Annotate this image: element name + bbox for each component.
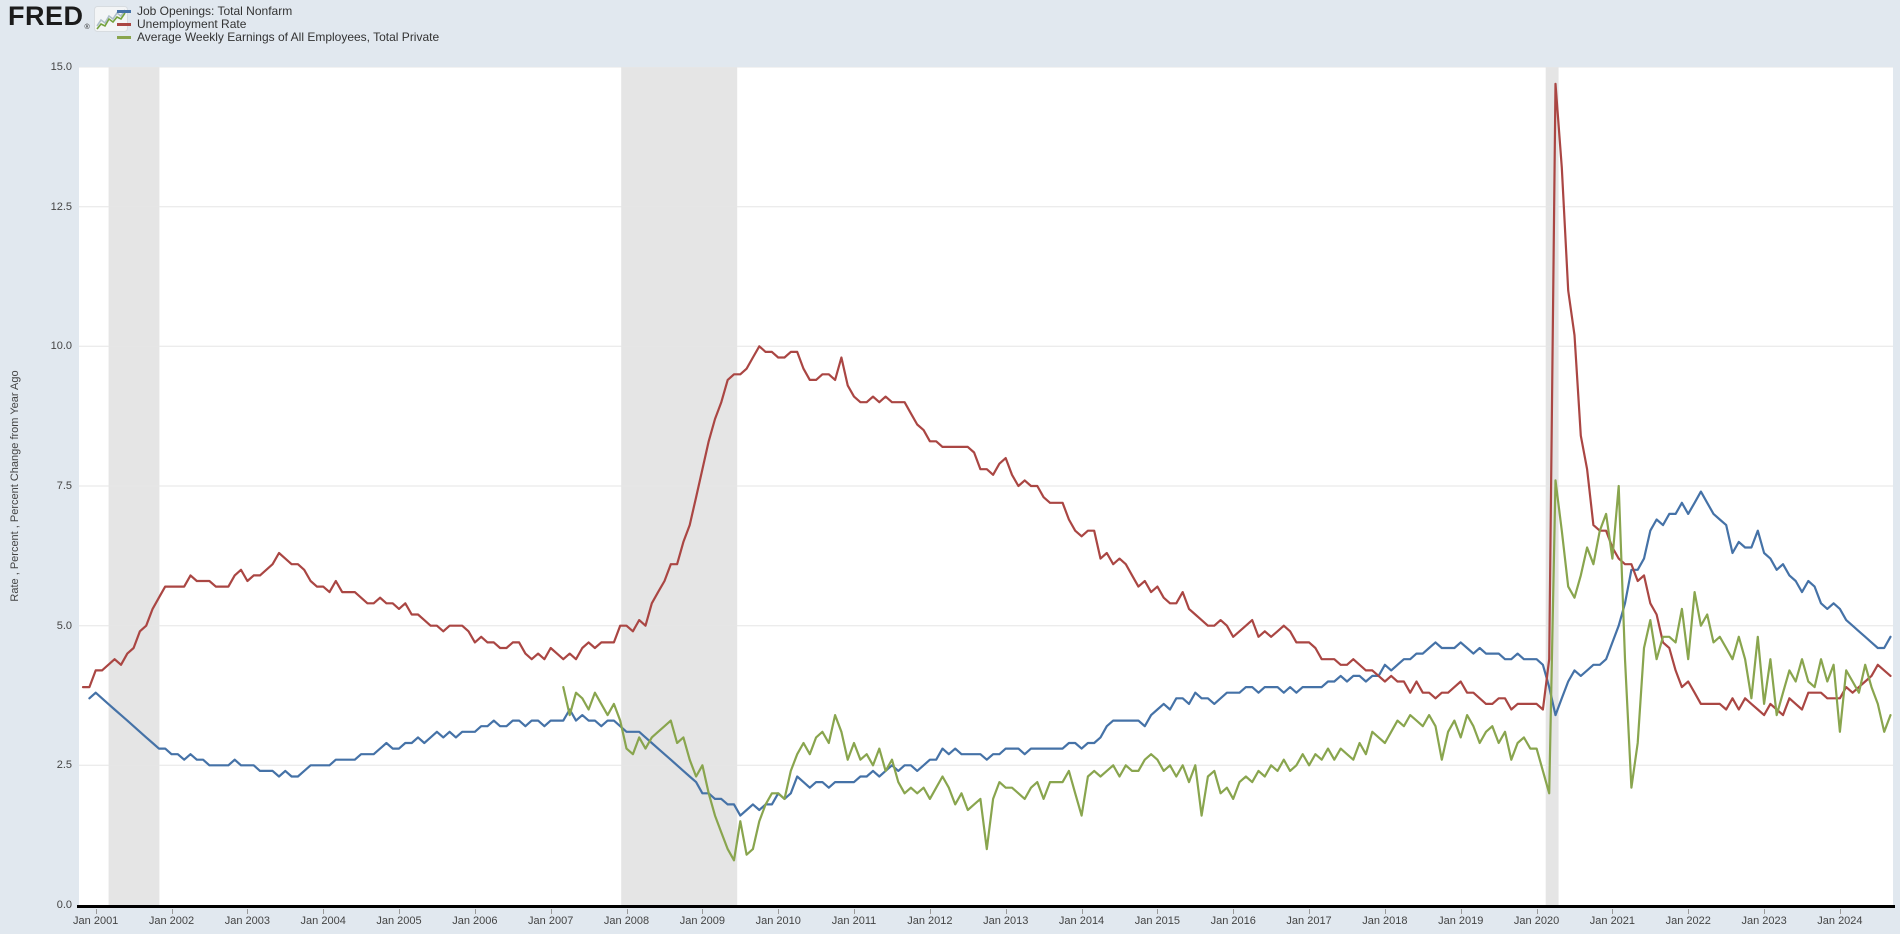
x-tick-label: Jan 2003 <box>224 915 270 927</box>
x-tick-mark <box>247 909 249 914</box>
x-tick-label: Jan 2017 <box>1286 915 1332 927</box>
x-tick-mark <box>1460 909 1462 914</box>
x-tick-mark <box>1764 909 1766 914</box>
x-tick-label: Jan 2020 <box>1513 915 1560 927</box>
x-tick-label: Jan 2016 <box>1210 915 1256 927</box>
fred-logo-text: FRED <box>8 1 84 31</box>
x-tick-mark <box>1081 909 1083 914</box>
x-tick-mark <box>702 909 704 914</box>
legend-dash-icon <box>117 36 131 39</box>
x-tick-mark <box>550 909 552 914</box>
legend: Job Openings: Total Nonfarm Unemployment … <box>117 5 439 44</box>
x-tick-label: Jan 2018 <box>1362 915 1408 927</box>
fred-logo[interactable]: FRED ® <box>8 3 128 32</box>
x-tick-label: Jan 2005 <box>376 915 422 927</box>
plot-area <box>79 67 1893 905</box>
x-tick-label: Jan 2021 <box>1589 915 1636 927</box>
x-tick-label: Jan 2007 <box>528 915 574 927</box>
series-line-2[interactable] <box>562 479 1892 862</box>
legend-label: Job Openings: Total Nonfarm <box>137 4 293 18</box>
legend-item-1[interactable]: Unemployment Rate <box>117 18 439 31</box>
x-tick-mark <box>1309 909 1311 914</box>
x-tick-label: Jan 2004 <box>300 915 346 927</box>
y-tick-label: 0.0 <box>56 899 72 911</box>
x-tick-mark <box>474 909 476 914</box>
x-tick-label: Jan 2010 <box>755 915 801 927</box>
legend-label: Average Weekly Earnings of All Employees… <box>137 30 440 44</box>
series-line-0[interactable] <box>88 490 1892 817</box>
x-tick-mark <box>1839 909 1841 914</box>
x-tick-mark <box>1005 909 1007 914</box>
chart-canvas[interactable] <box>79 67 1893 905</box>
y-axis-title: Rate , Percent , Percent Change from Yea… <box>9 370 21 602</box>
x-tick-mark <box>171 909 173 914</box>
y-tick-label: 12.5 <box>50 200 72 213</box>
x-tick-label: Jan 2015 <box>1134 915 1181 927</box>
x-tick-label: Jan 2024 <box>1817 915 1863 927</box>
x-tick-mark <box>1612 909 1614 914</box>
x-tick-mark <box>929 909 931 914</box>
x-tick-label: Jan 2001 <box>73 915 119 927</box>
legend-dash-icon <box>117 10 131 13</box>
x-tick-mark <box>399 909 401 914</box>
x-tick-label: Jan 2023 <box>1741 915 1787 927</box>
legend-item-2[interactable]: Average Weekly Earnings of All Employees… <box>117 31 439 44</box>
x-tick-label: Jan 2013 <box>983 915 1029 927</box>
legend-item-0[interactable]: Job Openings: Total Nonfarm <box>117 5 439 18</box>
x-tick-label: Jan 2014 <box>1058 915 1105 927</box>
x-tick-label: Jan 2012 <box>907 915 953 927</box>
x-tick-label: Jan 2011 <box>831 915 877 927</box>
x-tick-mark <box>1688 909 1690 914</box>
x-tick-label: Jan 2022 <box>1665 915 1711 927</box>
x-tick-label: Jan 2009 <box>679 915 725 927</box>
y-tick-label: 5.0 <box>56 619 72 632</box>
x-tick-mark <box>854 909 856 914</box>
x-tick-mark <box>95 909 97 914</box>
x-tick-label: Jan 2019 <box>1438 915 1484 927</box>
x-tick-label: Jan 2006 <box>452 915 498 927</box>
x-axis-line <box>77 905 1895 908</box>
legend-dash-icon <box>117 23 131 26</box>
registered-mark: ® <box>84 24 90 31</box>
x-tick-label: Jan 2008 <box>603 915 650 927</box>
x-tick-mark <box>1536 909 1538 914</box>
x-tick-mark <box>1384 909 1386 914</box>
y-tick-label: 2.5 <box>56 759 72 772</box>
y-tick-label: 15.0 <box>50 61 72 73</box>
x-tick-mark <box>1233 909 1235 914</box>
x-tick-mark <box>323 909 325 914</box>
x-tick-mark <box>778 909 780 914</box>
y-tick-label: 7.5 <box>56 480 72 492</box>
x-tick-mark <box>1157 909 1159 914</box>
series-line-1[interactable] <box>81 82 1892 717</box>
legend-label: Unemployment Rate <box>137 17 247 31</box>
x-tick-label: Jan 2002 <box>148 915 195 927</box>
y-tick-label: 10.0 <box>50 340 72 353</box>
x-tick-mark <box>626 909 628 914</box>
